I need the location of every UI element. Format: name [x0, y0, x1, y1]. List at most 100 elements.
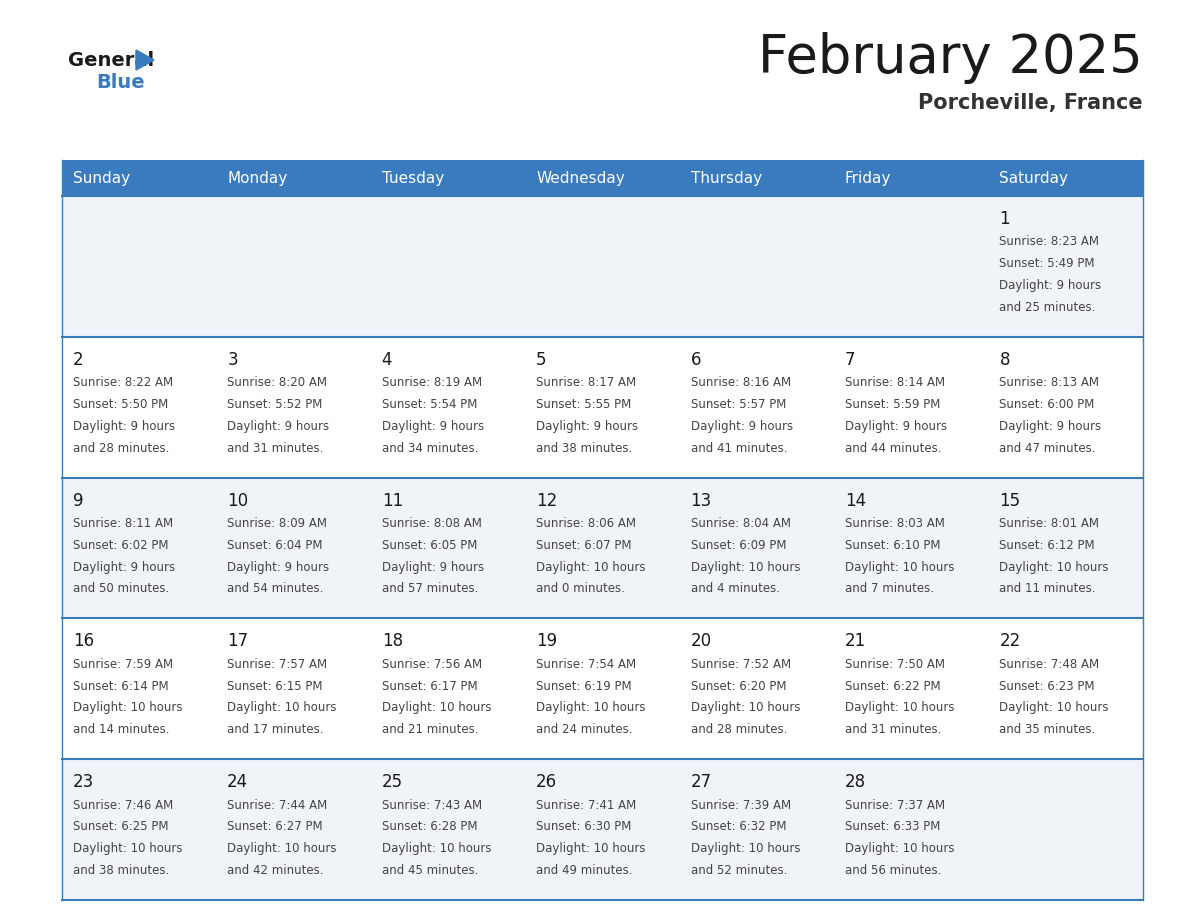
- Text: 22: 22: [999, 633, 1020, 651]
- Text: 18: 18: [381, 633, 403, 651]
- Bar: [62, 759, 1143, 900]
- Text: 14: 14: [845, 492, 866, 509]
- Text: and 38 minutes.: and 38 minutes.: [72, 864, 169, 877]
- Text: and 49 minutes.: and 49 minutes.: [536, 864, 632, 877]
- Text: Sunrise: 7:46 AM: Sunrise: 7:46 AM: [72, 799, 173, 812]
- Text: and 47 minutes.: and 47 minutes.: [999, 442, 1095, 454]
- Text: 12: 12: [536, 492, 557, 509]
- Text: and 35 minutes.: and 35 minutes.: [999, 723, 1095, 736]
- Text: 8: 8: [999, 351, 1010, 369]
- Text: Sunrise: 8:09 AM: Sunrise: 8:09 AM: [227, 517, 327, 530]
- Text: Tuesday: Tuesday: [381, 171, 444, 185]
- Text: Sunrise: 8:17 AM: Sunrise: 8:17 AM: [536, 376, 637, 389]
- Text: Sunrise: 7:59 AM: Sunrise: 7:59 AM: [72, 658, 173, 671]
- Text: and 42 minutes.: and 42 minutes.: [227, 864, 324, 877]
- Text: and 14 minutes.: and 14 minutes.: [72, 723, 170, 736]
- Text: Thursday: Thursday: [690, 171, 762, 185]
- Text: Sunset: 6:07 PM: Sunset: 6:07 PM: [536, 539, 632, 552]
- Text: 3: 3: [227, 351, 238, 369]
- Text: Wednesday: Wednesday: [536, 171, 625, 185]
- Text: and 17 minutes.: and 17 minutes.: [227, 723, 324, 736]
- Text: Sunset: 6:00 PM: Sunset: 6:00 PM: [999, 398, 1095, 411]
- Text: 10: 10: [227, 492, 248, 509]
- Text: Daylight: 10 hours: Daylight: 10 hours: [72, 701, 182, 714]
- Text: 15: 15: [999, 492, 1020, 509]
- Text: Sunset: 5:59 PM: Sunset: 5:59 PM: [845, 398, 941, 411]
- Text: 20: 20: [690, 633, 712, 651]
- Text: Sunrise: 7:54 AM: Sunrise: 7:54 AM: [536, 658, 637, 671]
- Text: Sunrise: 7:43 AM: Sunrise: 7:43 AM: [381, 799, 482, 812]
- Text: Sunset: 6:14 PM: Sunset: 6:14 PM: [72, 679, 169, 693]
- Text: Daylight: 9 hours: Daylight: 9 hours: [72, 561, 175, 574]
- Text: Sunrise: 8:20 AM: Sunrise: 8:20 AM: [227, 376, 327, 389]
- Text: Sunrise: 8:13 AM: Sunrise: 8:13 AM: [999, 376, 1099, 389]
- Text: 28: 28: [845, 773, 866, 791]
- Text: and 52 minutes.: and 52 minutes.: [690, 864, 786, 877]
- Text: Sunset: 5:50 PM: Sunset: 5:50 PM: [72, 398, 168, 411]
- Text: 1: 1: [999, 210, 1010, 228]
- Text: Daylight: 10 hours: Daylight: 10 hours: [845, 843, 954, 856]
- Text: Sunrise: 8:04 AM: Sunrise: 8:04 AM: [690, 517, 790, 530]
- Text: and 24 minutes.: and 24 minutes.: [536, 723, 632, 736]
- Text: Daylight: 10 hours: Daylight: 10 hours: [999, 701, 1108, 714]
- Text: Sunday: Sunday: [72, 171, 129, 185]
- Text: and 31 minutes.: and 31 minutes.: [227, 442, 323, 454]
- Text: Daylight: 9 hours: Daylight: 9 hours: [227, 561, 329, 574]
- Text: Daylight: 9 hours: Daylight: 9 hours: [381, 561, 484, 574]
- Text: and 28 minutes.: and 28 minutes.: [690, 723, 786, 736]
- Text: Sunrise: 7:39 AM: Sunrise: 7:39 AM: [690, 799, 791, 812]
- Text: 16: 16: [72, 633, 94, 651]
- Text: Sunrise: 8:16 AM: Sunrise: 8:16 AM: [690, 376, 791, 389]
- Text: Sunrise: 8:08 AM: Sunrise: 8:08 AM: [381, 517, 481, 530]
- Text: Daylight: 10 hours: Daylight: 10 hours: [536, 561, 645, 574]
- Text: Sunrise: 8:03 AM: Sunrise: 8:03 AM: [845, 517, 944, 530]
- Text: Sunrise: 7:56 AM: Sunrise: 7:56 AM: [381, 658, 482, 671]
- Text: 7: 7: [845, 351, 855, 369]
- Text: Sunset: 6:17 PM: Sunset: 6:17 PM: [381, 679, 478, 693]
- Text: Sunset: 6:25 PM: Sunset: 6:25 PM: [72, 821, 169, 834]
- Text: Daylight: 10 hours: Daylight: 10 hours: [536, 843, 645, 856]
- Text: 21: 21: [845, 633, 866, 651]
- Text: Daylight: 10 hours: Daylight: 10 hours: [381, 701, 491, 714]
- Text: 23: 23: [72, 773, 94, 791]
- Text: and 50 minutes.: and 50 minutes.: [72, 583, 169, 596]
- Text: Sunset: 6:04 PM: Sunset: 6:04 PM: [227, 539, 323, 552]
- Text: Daylight: 10 hours: Daylight: 10 hours: [690, 843, 800, 856]
- Text: Blue: Blue: [96, 73, 145, 92]
- Text: Daylight: 10 hours: Daylight: 10 hours: [536, 701, 645, 714]
- Text: 11: 11: [381, 492, 403, 509]
- Text: Sunrise: 8:14 AM: Sunrise: 8:14 AM: [845, 376, 946, 389]
- Text: Daylight: 9 hours: Daylight: 9 hours: [536, 420, 638, 433]
- Text: Sunrise: 7:57 AM: Sunrise: 7:57 AM: [227, 658, 328, 671]
- Text: and 21 minutes.: and 21 minutes.: [381, 723, 478, 736]
- Bar: [62, 196, 1143, 337]
- Bar: [62, 477, 1143, 619]
- Text: 2: 2: [72, 351, 83, 369]
- Text: Sunset: 6:09 PM: Sunset: 6:09 PM: [690, 539, 786, 552]
- Text: Sunset: 6:30 PM: Sunset: 6:30 PM: [536, 821, 632, 834]
- Text: Sunrise: 8:22 AM: Sunrise: 8:22 AM: [72, 376, 173, 389]
- Text: Sunset: 5:54 PM: Sunset: 5:54 PM: [381, 398, 478, 411]
- Text: Sunrise: 8:19 AM: Sunrise: 8:19 AM: [381, 376, 482, 389]
- Text: Saturday: Saturday: [999, 171, 1068, 185]
- Text: Sunset: 6:12 PM: Sunset: 6:12 PM: [999, 539, 1095, 552]
- Text: 4: 4: [381, 351, 392, 369]
- Text: and 56 minutes.: and 56 minutes.: [845, 864, 941, 877]
- Text: Sunrise: 8:06 AM: Sunrise: 8:06 AM: [536, 517, 636, 530]
- Text: Daylight: 10 hours: Daylight: 10 hours: [227, 701, 336, 714]
- Text: Sunrise: 8:11 AM: Sunrise: 8:11 AM: [72, 517, 173, 530]
- Text: Sunrise: 7:41 AM: Sunrise: 7:41 AM: [536, 799, 637, 812]
- Text: Sunset: 6:23 PM: Sunset: 6:23 PM: [999, 679, 1095, 693]
- Text: and 34 minutes.: and 34 minutes.: [381, 442, 478, 454]
- Text: Sunset: 5:57 PM: Sunset: 5:57 PM: [690, 398, 786, 411]
- Text: Daylight: 10 hours: Daylight: 10 hours: [690, 561, 800, 574]
- Text: Sunset: 5:55 PM: Sunset: 5:55 PM: [536, 398, 631, 411]
- Text: Sunset: 6:27 PM: Sunset: 6:27 PM: [227, 821, 323, 834]
- Text: 27: 27: [690, 773, 712, 791]
- Text: Daylight: 9 hours: Daylight: 9 hours: [227, 420, 329, 433]
- Text: Sunrise: 7:48 AM: Sunrise: 7:48 AM: [999, 658, 1100, 671]
- Text: and 25 minutes.: and 25 minutes.: [999, 301, 1095, 314]
- Text: and 41 minutes.: and 41 minutes.: [690, 442, 786, 454]
- Text: and 45 minutes.: and 45 minutes.: [381, 864, 478, 877]
- Text: Daylight: 9 hours: Daylight: 9 hours: [72, 420, 175, 433]
